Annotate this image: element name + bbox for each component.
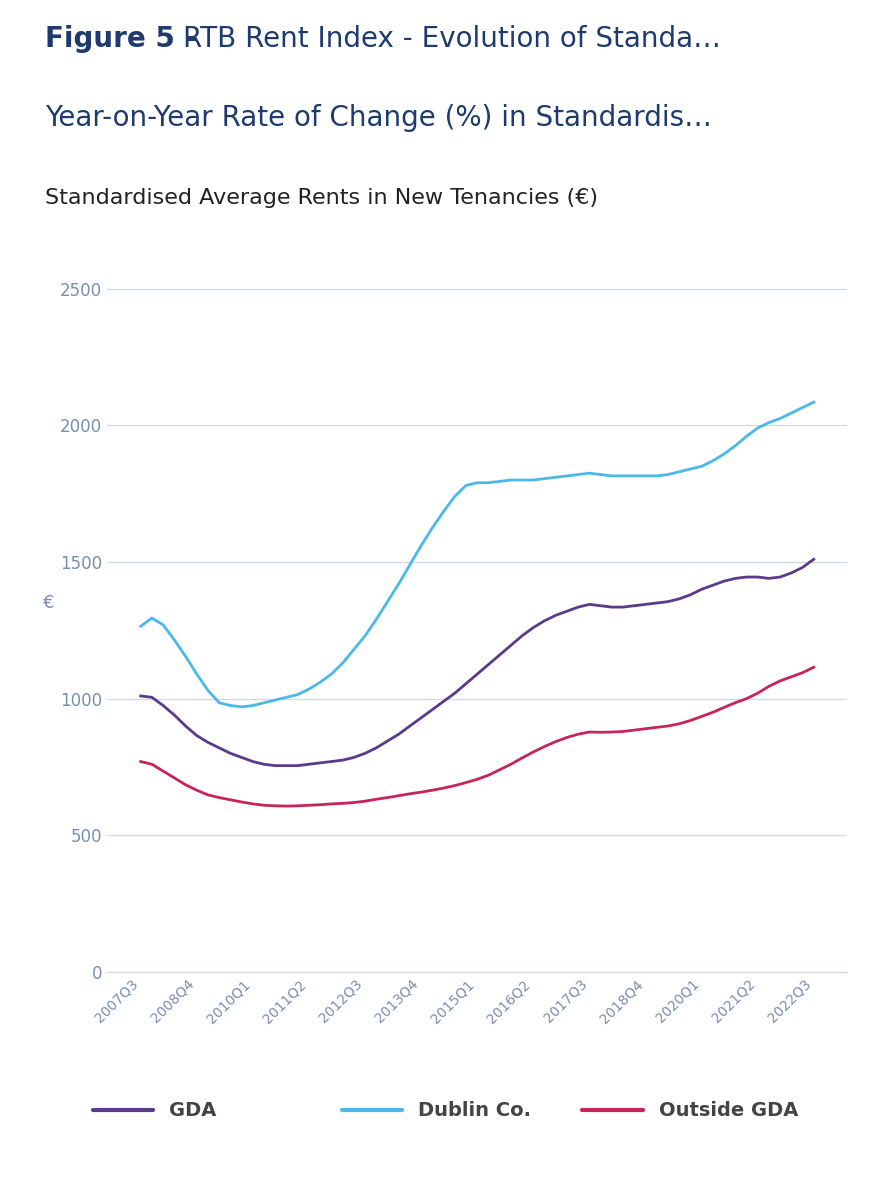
Y-axis label: €: € [43,594,54,612]
Text: Figure 5 –: Figure 5 – [45,25,208,53]
Text: Dublin Co.: Dublin Co. [417,1100,531,1120]
Text: Outside GDA: Outside GDA [658,1100,798,1120]
Text: Standardised Average Rents in New Tenancies (€): Standardised Average Rents in New Tenanc… [45,188,598,208]
Text: Year-on-Year Rate of Change (%) in Standardis…: Year-on-Year Rate of Change (%) in Stand… [45,104,712,132]
Text: GDA: GDA [169,1100,217,1120]
Text: RTB Rent Index - Evolution of Standa…: RTB Rent Index - Evolution of Standa… [183,25,721,53]
